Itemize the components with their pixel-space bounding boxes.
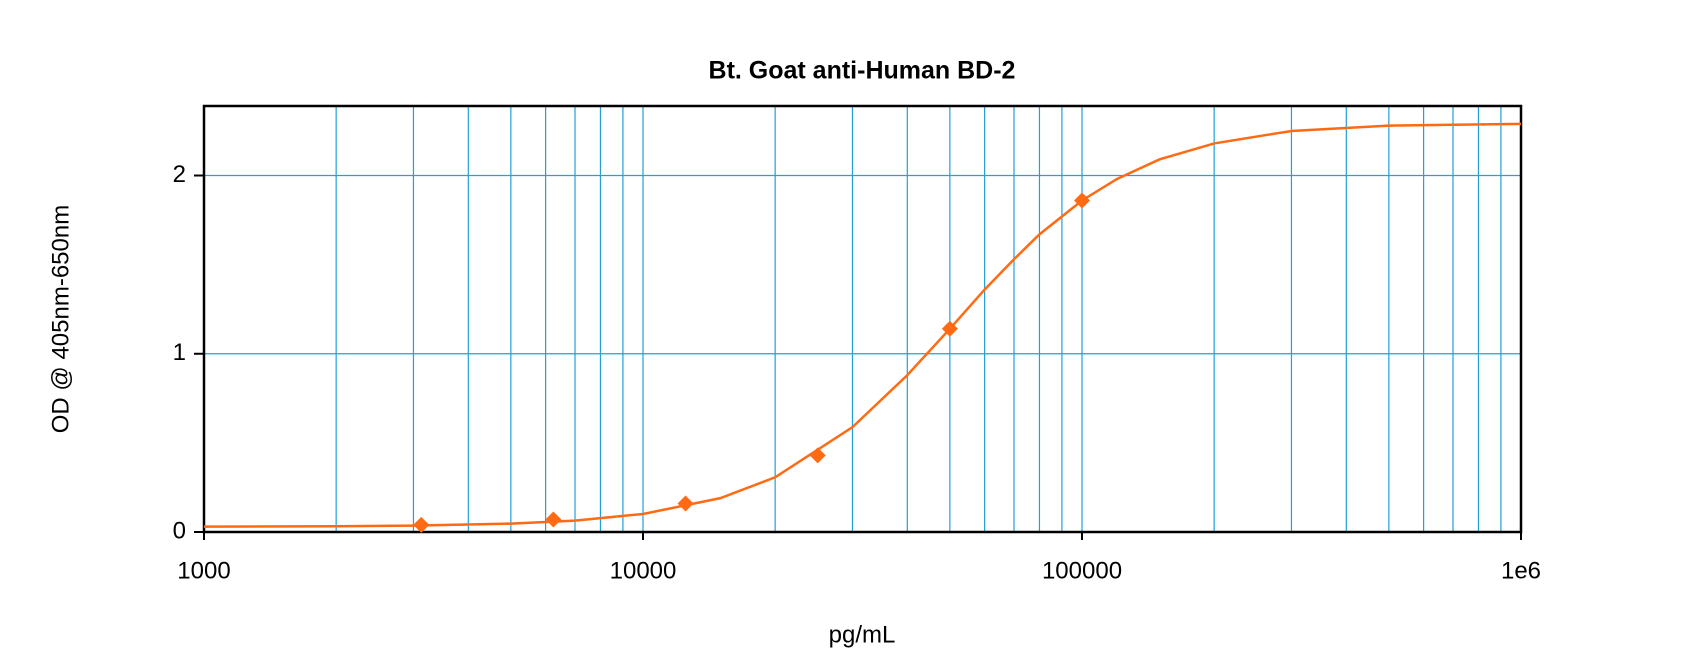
data-point [1074, 192, 1090, 209]
y-tick-label: 0 [173, 517, 186, 544]
x-axis-label: pg/mL [829, 621, 896, 648]
x-tick-label: 10000 [610, 557, 677, 584]
data-point [413, 516, 430, 533]
y-tick-label: 1 [173, 339, 186, 366]
data-point [677, 495, 694, 512]
y-tick-label: 2 [173, 161, 186, 188]
y-axis-label: OD @ 405nm-650nm [47, 205, 74, 433]
data-point [809, 447, 826, 464]
curve [203, 122, 1522, 528]
plot-frame [202, 104, 1523, 534]
x-tick-label: 1000 [177, 557, 230, 584]
data-point [545, 511, 562, 528]
data-point [941, 320, 958, 337]
chart-title: Bt. Goat anti-Human BD-2 [709, 57, 1016, 85]
x-tick-label: 1e6 [1501, 557, 1541, 584]
x-tick-label: 100000 [1042, 557, 1122, 584]
